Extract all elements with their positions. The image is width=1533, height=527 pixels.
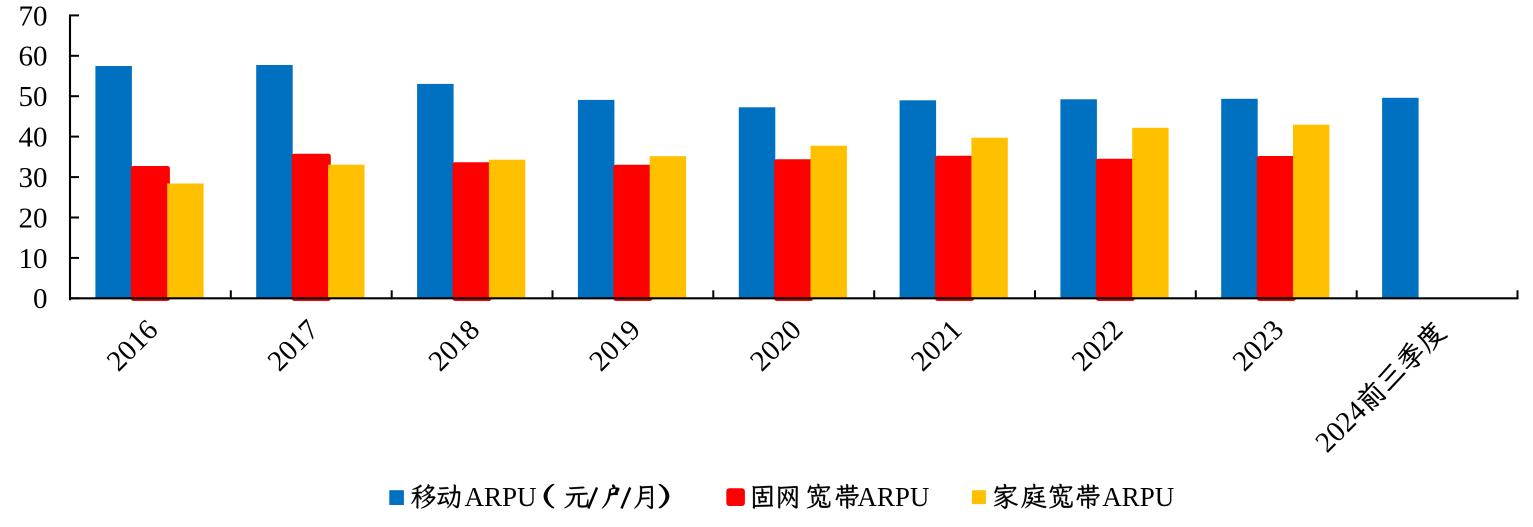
svg-text:ARPU: ARPU bbox=[465, 482, 537, 512]
svg-text:50: 50 bbox=[19, 81, 48, 113]
svg-text:40: 40 bbox=[19, 122, 48, 154]
svg-text:0: 0 bbox=[33, 283, 48, 315]
svg-text:ARPU: ARPU bbox=[1102, 482, 1174, 512]
svg-text:30: 30 bbox=[19, 162, 48, 194]
svg-text:20: 20 bbox=[19, 202, 48, 234]
svg-text:60: 60 bbox=[19, 41, 48, 73]
svg-text:70: 70 bbox=[19, 0, 48, 32]
svg-text:10: 10 bbox=[19, 243, 48, 275]
svg-text:ARPU: ARPU bbox=[857, 482, 929, 512]
